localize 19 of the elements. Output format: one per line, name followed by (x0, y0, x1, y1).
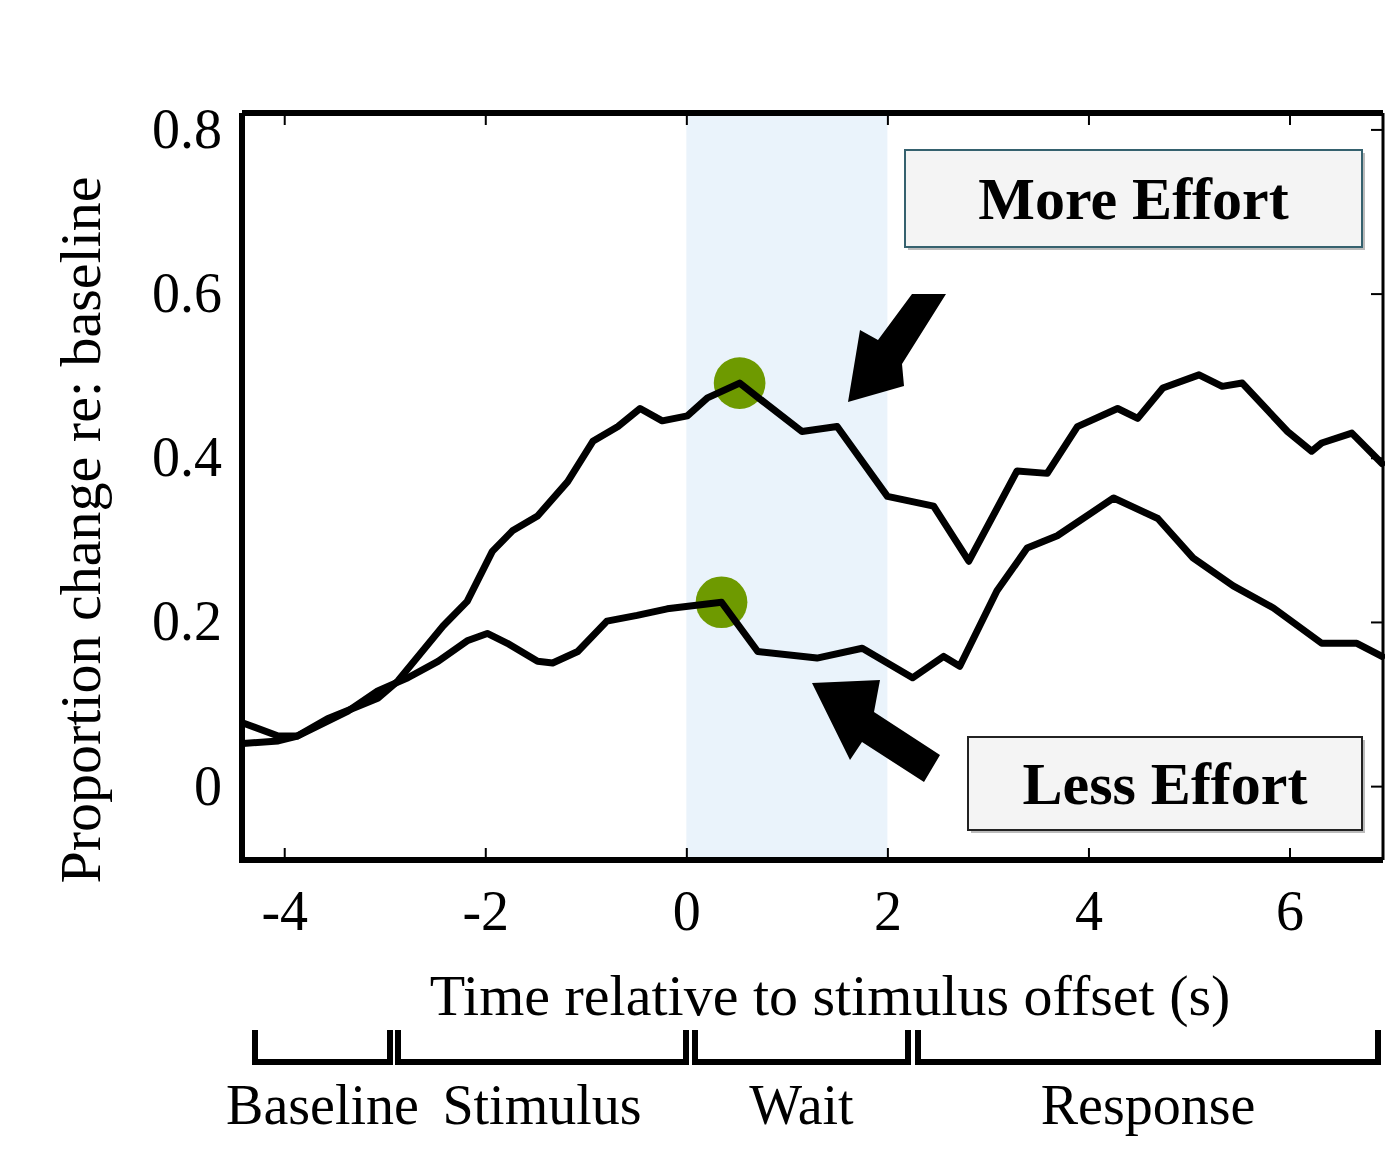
text: Stimulus (442, 1074, 642, 1136)
x-axis-title: Time relative to stimulus offset (s) (429, 963, 1231, 1028)
x-tick-label: 0 (672, 879, 701, 942)
text: More Effort (978, 165, 1289, 232)
y-tick-label: 0.4 (152, 426, 222, 489)
x-tick-label: 6 (1276, 879, 1305, 942)
text: Baseline (226, 1074, 419, 1136)
text: Response (1040, 1074, 1256, 1136)
x-tick-label: 4 (1074, 879, 1103, 942)
x-tick-label: -4 (261, 879, 309, 942)
y-tick-label: 0.6 (152, 262, 222, 325)
text: Wait (749, 1074, 855, 1136)
x-tick-label: -2 (462, 879, 510, 942)
y-axis-title: Proportion change re: baseline (48, 176, 113, 884)
y-tick-label: 0 (194, 754, 222, 817)
x-tick-label: 2 (873, 879, 902, 942)
y-tick-label: 0.8 (152, 97, 222, 160)
legend-label: Less Effort (1022, 750, 1308, 817)
y-tick-label: 0.2 (152, 590, 222, 653)
